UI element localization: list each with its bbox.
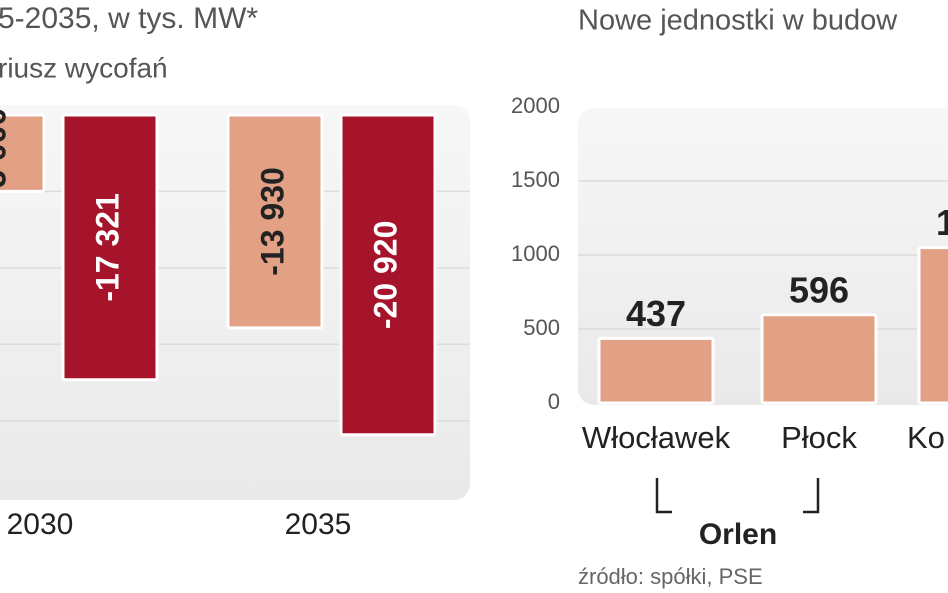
value-label: 1050 <box>936 202 948 243</box>
bar <box>597 336 715 405</box>
x-tick-label: 2030 <box>7 508 74 541</box>
bar <box>760 313 878 405</box>
y-tick-label: 0 <box>548 389 560 414</box>
x-tick-label: 2035 <box>285 508 352 541</box>
x-tick-label: Płock <box>781 420 857 455</box>
x-tick-label: Ko <box>907 420 945 455</box>
value-label: 596 <box>789 269 849 310</box>
bracket <box>655 478 820 514</box>
bar <box>339 113 437 437</box>
bar <box>61 113 159 382</box>
annotation: Orlen <box>699 518 777 551</box>
value-label: 437 <box>626 293 686 334</box>
value-label: -20 920 <box>367 221 403 330</box>
chart-subtitle: riusz wycofań <box>0 52 168 83</box>
bar <box>0 113 46 193</box>
bar <box>917 246 948 405</box>
value-label: -5 000 <box>0 108 12 199</box>
value-label: -13 930 <box>254 167 290 276</box>
chart-title: Nowe jednostki w budow <box>578 5 898 37</box>
chart-title: 5-2035, w tys. MW* <box>0 2 258 35</box>
source: źródło: spółki, PSE <box>578 564 763 589</box>
value-label: -17 321 <box>89 193 125 302</box>
bar <box>226 113 324 330</box>
y-tick-label: 2000 <box>511 93 560 118</box>
y-tick-label: 1500 <box>511 167 560 192</box>
y-tick-label: 1000 <box>511 241 560 266</box>
x-tick-label: Włocławek <box>582 420 731 455</box>
y-tick-label: 500 <box>523 315 560 340</box>
